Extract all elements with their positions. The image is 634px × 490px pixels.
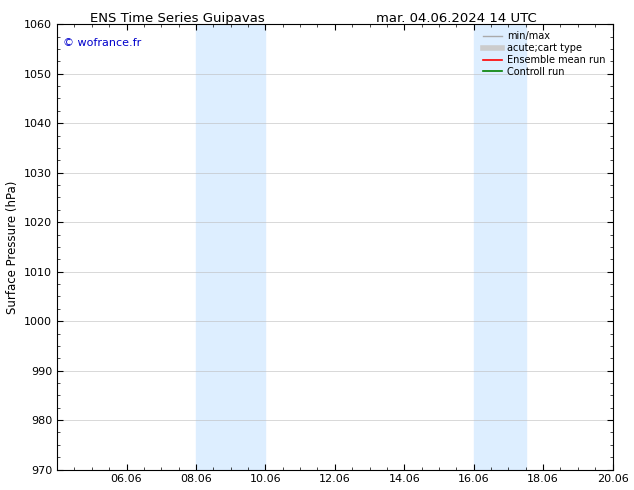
Bar: [196, 24, 266, 469]
Text: ENS Time Series Guipavas: ENS Time Series Guipavas: [90, 12, 265, 25]
Bar: [474, 24, 526, 469]
Text: mar. 04.06.2024 14 UTC: mar. 04.06.2024 14 UTC: [376, 12, 537, 25]
Text: © wofrance.fr: © wofrance.fr: [63, 38, 141, 48]
Y-axis label: Surface Pressure (hPa): Surface Pressure (hPa): [6, 180, 18, 314]
Legend: min/max, acute;cart type, Ensemble mean run, Controll run: min/max, acute;cart type, Ensemble mean …: [481, 29, 608, 79]
